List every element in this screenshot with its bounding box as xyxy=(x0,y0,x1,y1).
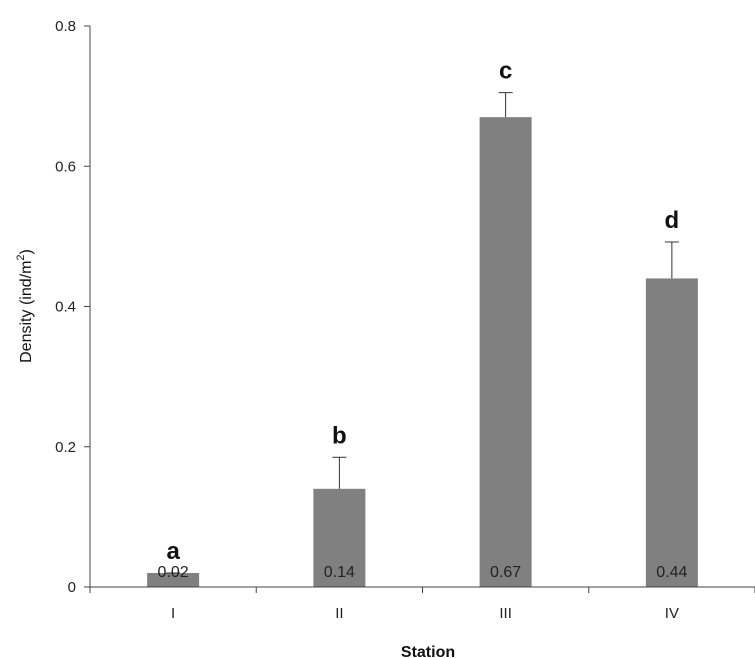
y-tick-label: 0.2 xyxy=(55,439,76,456)
y-axis-title-superscript: 2 xyxy=(15,254,27,260)
x-axis-title: Station xyxy=(401,644,455,658)
significance-letter: d xyxy=(665,207,680,234)
significance-letter: c xyxy=(499,58,512,85)
plot-area: 00.20.40.60.8I II III IV0.02 0.14 0.67 0.44abc… xyxy=(55,18,755,622)
data-label: 0.02 xyxy=(158,564,189,581)
x-tick-label: III xyxy=(499,605,512,622)
y-axis-title-close: ) xyxy=(18,249,35,254)
data-label: 0.44 xyxy=(656,564,687,581)
y-tick-label: 0.6 xyxy=(55,158,76,175)
bar-II xyxy=(313,488,366,587)
x-tick-label: I xyxy=(171,605,175,622)
bar-I xyxy=(147,572,200,587)
data-label: 0.14 xyxy=(324,564,355,581)
y-axis-title-main: Density (ind/m xyxy=(18,261,35,363)
bar-IV xyxy=(645,278,698,587)
data-label: 0.67 xyxy=(490,564,521,581)
x-tick-label: II xyxy=(335,605,343,622)
bar-III xyxy=(479,117,532,587)
y-tick-label: 0 xyxy=(68,579,76,596)
y-tick-label: 0.8 xyxy=(55,18,76,35)
significance-letter: b xyxy=(332,422,347,449)
y-tick-label: 0.4 xyxy=(55,299,76,316)
x-tick-label: IV xyxy=(665,605,679,622)
significance-letter: a xyxy=(166,538,180,565)
y-axis-title: Density (ind/m2) xyxy=(15,249,35,363)
